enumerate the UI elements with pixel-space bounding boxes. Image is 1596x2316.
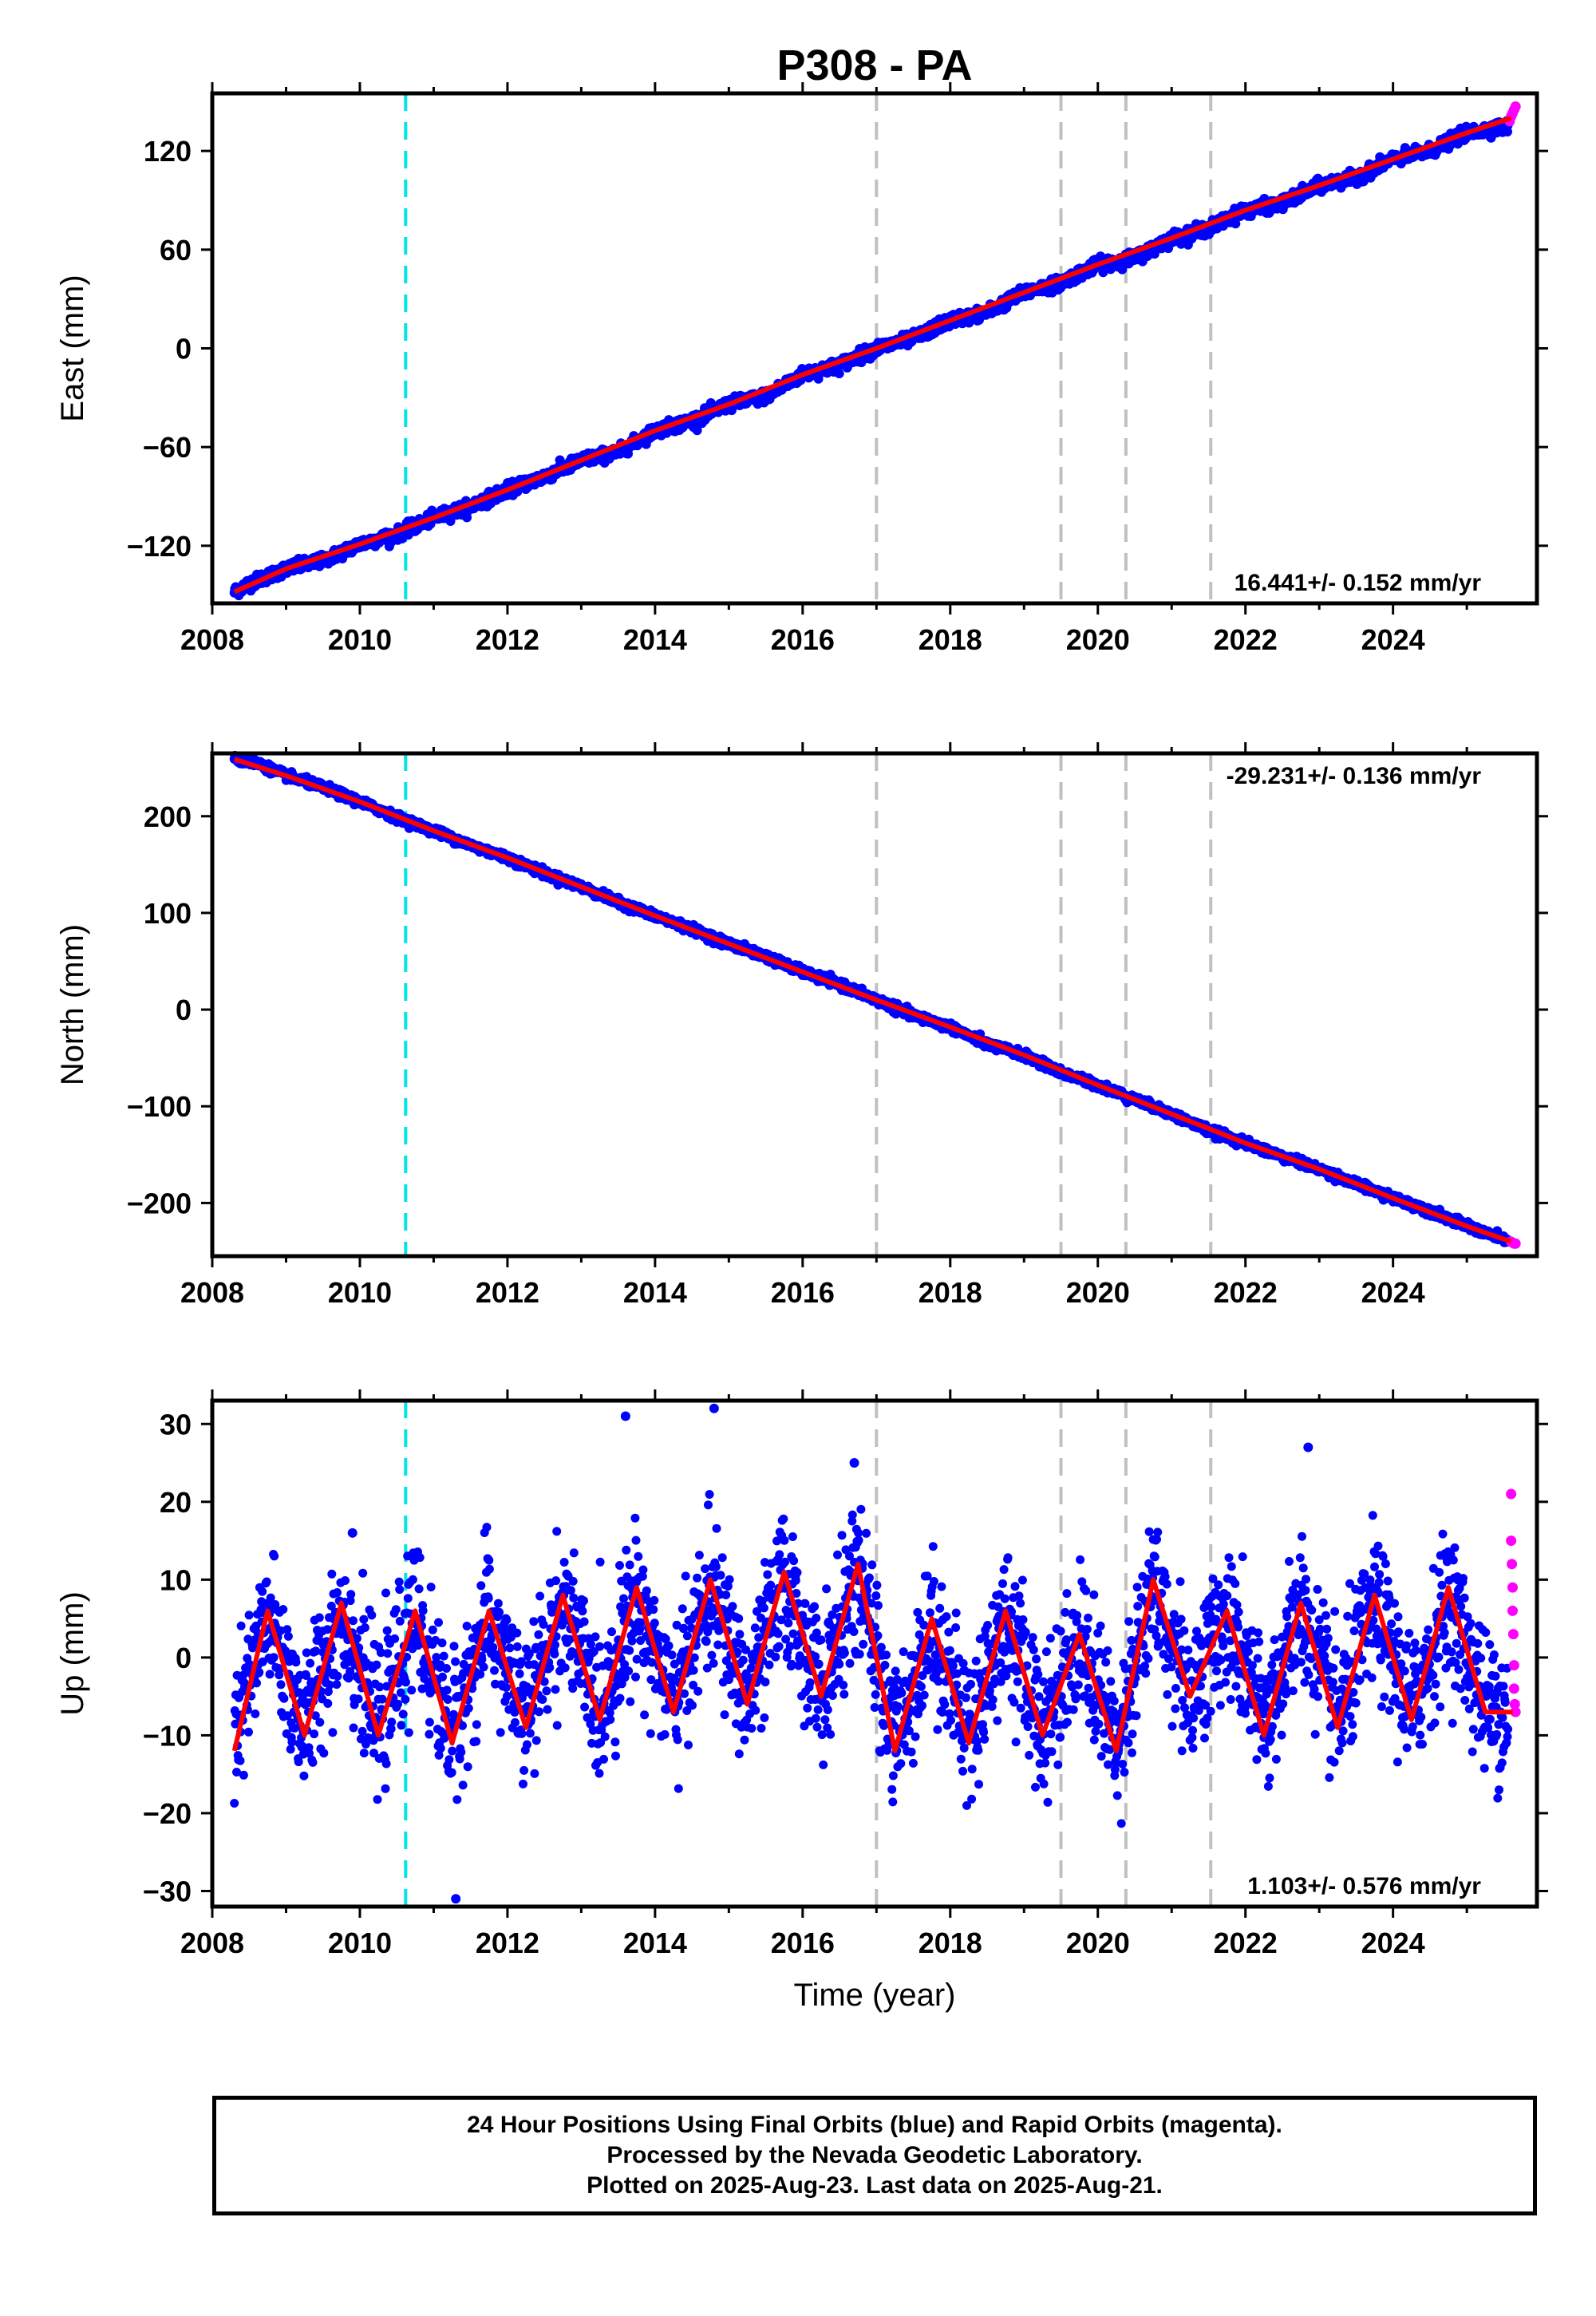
x-tick-label: 2020 <box>1066 623 1130 656</box>
x-tick-label: 2022 <box>1214 623 1278 656</box>
x-tick-label: 2024 <box>1361 623 1425 656</box>
panel-east: 2008 2010 2012 2014 2016 2018 2020 2022 2024 −120… <box>55 82 1548 656</box>
x-tick-label: 2012 <box>476 623 539 656</box>
x-tick-label: 2014 <box>623 623 687 656</box>
x-tick-label: 2018 <box>918 623 982 656</box>
y-tick-label: −120 <box>127 530 192 563</box>
rapid-orbit-point <box>1510 101 1521 112</box>
data-point <box>692 425 702 436</box>
y-tick-label: 0 <box>176 333 192 366</box>
data-point <box>834 369 844 378</box>
x-tick-label: 2008 <box>180 623 244 656</box>
y-tick-label: 120 <box>144 135 192 168</box>
panel-north: 2008 2010 2012 2014 2016 2018 2020 2022 2024−200… <box>55 742 1548 1309</box>
y-tick-label: −60 <box>143 431 192 464</box>
y-axis-title-east: East (mm) <box>55 275 90 421</box>
x-tick-label: 2016 <box>771 623 835 656</box>
y-tick-label: 60 <box>160 234 192 267</box>
figure-title: P308 - PA <box>776 41 972 89</box>
rate-label-east: 16.441+/- 0.152 mm/yr <box>1235 570 1482 596</box>
x-tick-label: 2010 <box>328 623 392 656</box>
final-orbit-points-east <box>229 116 1513 601</box>
panels-group: 2008 2010 2012 2014 2016 2018 2020 2022 2024 −120… <box>55 82 1548 2013</box>
